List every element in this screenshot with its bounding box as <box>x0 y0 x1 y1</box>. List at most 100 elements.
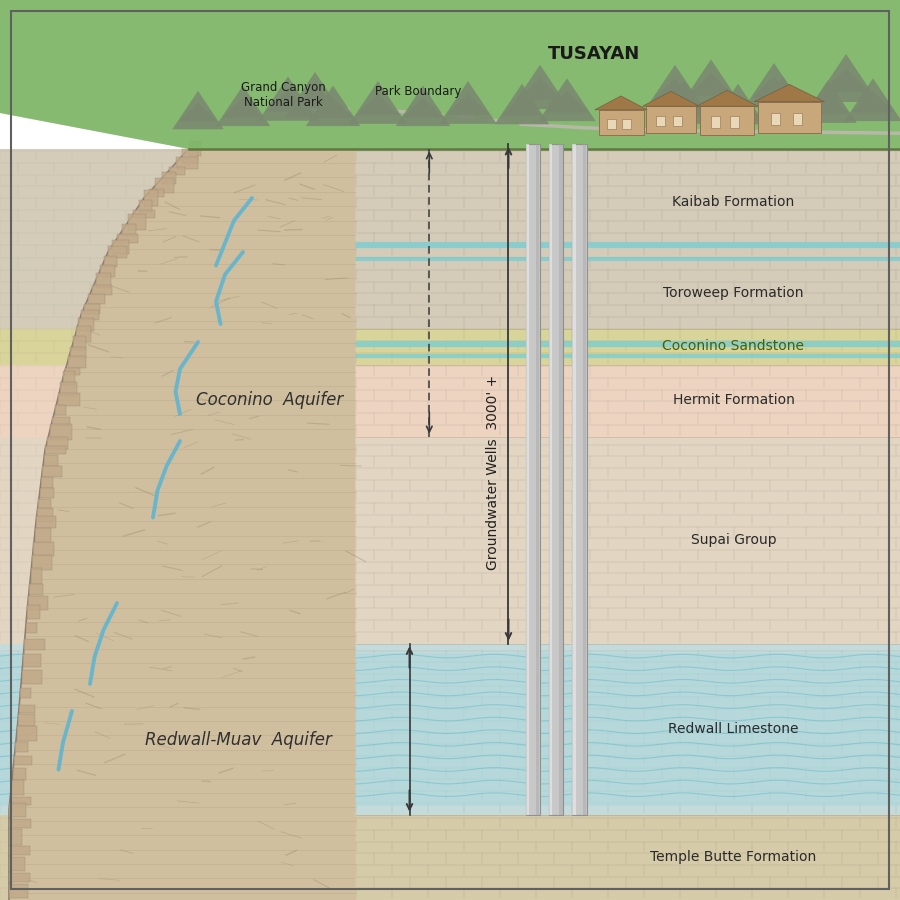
Polygon shape <box>284 72 346 118</box>
Polygon shape <box>518 78 562 100</box>
Bar <box>139 201 152 212</box>
Bar <box>0 652 900 806</box>
Polygon shape <box>312 98 354 118</box>
Bar <box>108 247 127 257</box>
Bar <box>18 714 35 726</box>
Polygon shape <box>760 87 788 90</box>
Polygon shape <box>179 103 217 122</box>
Polygon shape <box>172 91 224 130</box>
Polygon shape <box>501 96 543 116</box>
Text: Kaibab Formation: Kaibab Formation <box>672 195 795 210</box>
Bar <box>65 368 80 375</box>
Bar <box>711 116 720 128</box>
Bar <box>40 477 53 488</box>
Bar <box>24 639 45 650</box>
Bar <box>0 328 900 364</box>
Bar <box>730 116 739 128</box>
Bar <box>68 356 86 368</box>
Bar <box>117 234 139 243</box>
Bar <box>0 256 900 328</box>
Bar <box>9 884 28 898</box>
Polygon shape <box>643 92 699 106</box>
Bar <box>646 106 696 133</box>
Polygon shape <box>258 76 318 121</box>
Bar <box>771 112 780 125</box>
Bar <box>176 158 198 169</box>
Bar <box>104 256 117 267</box>
Polygon shape <box>356 94 400 115</box>
Polygon shape <box>410 108 436 111</box>
Bar <box>28 596 48 610</box>
Polygon shape <box>711 84 765 124</box>
Bar <box>11 780 24 795</box>
Bar <box>22 670 42 684</box>
Bar <box>655 116 664 127</box>
Bar <box>47 437 68 448</box>
Bar <box>19 706 35 713</box>
Polygon shape <box>454 104 482 107</box>
Bar <box>536 144 539 814</box>
Polygon shape <box>446 94 490 115</box>
Polygon shape <box>822 68 870 92</box>
Polygon shape <box>495 84 549 124</box>
Bar <box>13 768 26 780</box>
Polygon shape <box>0 0 900 148</box>
Polygon shape <box>439 81 497 124</box>
Bar <box>9 846 31 855</box>
Bar <box>189 141 201 156</box>
Polygon shape <box>753 76 813 121</box>
Bar <box>95 273 111 288</box>
Polygon shape <box>859 102 887 104</box>
Polygon shape <box>768 101 797 104</box>
Bar <box>144 190 158 206</box>
Bar <box>182 149 198 163</box>
Polygon shape <box>844 78 900 122</box>
Bar <box>23 653 40 668</box>
Polygon shape <box>266 90 310 112</box>
Text: Coconino Sandstone: Coconino Sandstone <box>662 339 805 354</box>
Polygon shape <box>402 98 444 118</box>
Bar <box>88 294 105 304</box>
Bar <box>45 446 66 454</box>
Bar <box>526 144 529 814</box>
Polygon shape <box>830 80 862 84</box>
Bar <box>0 814 900 900</box>
Polygon shape <box>851 92 895 112</box>
Bar <box>572 144 587 814</box>
Bar <box>37 508 53 522</box>
Polygon shape <box>274 101 302 104</box>
Polygon shape <box>814 54 878 102</box>
Polygon shape <box>553 102 581 104</box>
Bar <box>31 569 42 583</box>
Bar <box>34 528 50 543</box>
Bar <box>42 466 62 477</box>
Text: Park Boundary: Park Boundary <box>375 86 462 98</box>
Bar <box>27 606 40 618</box>
Bar <box>84 303 100 314</box>
Text: Redwall-Muav  Aquifer: Redwall-Muav Aquifer <box>145 731 332 749</box>
Polygon shape <box>510 65 570 109</box>
Bar <box>0 644 900 814</box>
Text: Hermit Formation: Hermit Formation <box>672 393 795 408</box>
Bar <box>526 144 540 814</box>
Polygon shape <box>0 0 900 148</box>
Bar <box>0 436 900 644</box>
Bar <box>148 189 164 197</box>
Bar <box>20 688 32 698</box>
Polygon shape <box>754 85 824 102</box>
Polygon shape <box>688 74 734 95</box>
Polygon shape <box>670 104 698 107</box>
Text: Redwall Limestone: Redwall Limestone <box>668 722 799 736</box>
Bar <box>78 318 94 331</box>
Polygon shape <box>744 63 804 107</box>
Polygon shape <box>222 98 264 118</box>
Text: Grand Canyon
National Park: Grand Canyon National Park <box>241 80 326 109</box>
Bar <box>549 144 553 814</box>
Bar <box>169 166 185 175</box>
Bar <box>38 499 51 509</box>
Polygon shape <box>645 65 705 109</box>
Bar <box>133 211 155 218</box>
Polygon shape <box>185 112 211 114</box>
Bar <box>0 364 900 436</box>
Bar <box>33 543 55 555</box>
